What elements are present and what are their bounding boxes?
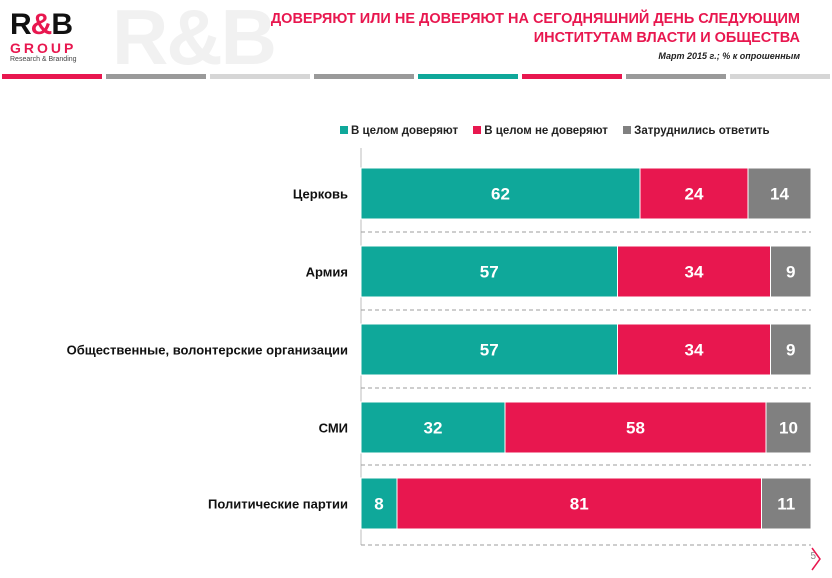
logo-group-text: GROUP [10,40,77,56]
bar-trust [360,477,398,530]
header-stripe [314,74,414,79]
header-stripe [626,74,726,79]
header-stripe [2,74,102,79]
data-label: 34 [685,263,704,282]
title-line-2: ИНСТИТУТАМ ВЛАСТИ И ОБЩЕСТВА [533,30,800,46]
bar-distrust [396,477,762,530]
category-label: Церковь [293,187,348,202]
logo-tagline: Research & Branding [10,56,77,63]
bar-undecided [765,401,812,454]
bar-distrust [617,245,771,298]
page-title: ДОВЕРЯЮТ ИЛИ НЕ ДОВЕРЯЮТ НА СЕГОДНЯШНИЙ … [200,10,800,48]
data-label: 34 [685,341,704,360]
data-label: 57 [480,263,499,282]
data-label: 9 [786,341,795,360]
data-label: 14 [770,185,789,204]
bar-trust [360,167,641,220]
data-label: 10 [779,419,798,438]
data-label: 8 [374,495,383,514]
data-label: 57 [480,341,499,360]
category-label: СМИ [319,421,348,436]
header-stripe [106,74,206,79]
bar-undecided [747,167,812,220]
bar-trust [360,245,618,298]
data-label: 11 [777,495,795,514]
data-label: 9 [786,263,795,282]
header-stripe [730,74,830,79]
legend-label-undecided: Затруднились ответить [634,125,770,137]
legend-swatch-trust [340,126,348,134]
data-label: 58 [626,419,645,438]
logo-watermark: R&B [112,0,277,81]
legend-swatch-undecided [623,126,632,134]
header-stripe [210,74,310,79]
header-stripe [418,74,518,79]
page-number: 5 [810,551,816,562]
bar-trust [360,401,506,454]
legend-label-distrust: В целом не доверяют [484,125,608,137]
header-color-stripes [2,74,830,79]
page-subtitle: Март 2015 г.; % к опрошенным [658,51,800,61]
data-label: 62 [491,185,510,204]
bar-distrust [639,167,749,220]
legend-item-trust: В целом доверяют [340,125,458,137]
title-line-1: ДОВЕРЯЮТ ИЛИ НЕ ДОВЕРЯЮТ НА СЕГОДНЯШНИЙ … [270,11,800,27]
category-label: Политические партии [208,497,348,512]
bar-undecided [770,245,812,298]
bar-undecided [761,477,812,530]
category-label: Армия [306,265,348,280]
category-label: Общественные, волонтерские организации [67,343,348,358]
legend-item-distrust: В целом не доверяют [473,125,608,137]
data-label: 24 [685,185,704,204]
data-label: 81 [570,495,589,514]
page-corner-icon [811,547,821,571]
logo-mark: R&B [10,8,73,41]
data-label: 32 [424,419,443,438]
rb-group-logo: R&B GROUP Research & Branding [10,10,110,70]
legend-swatch-distrust [473,126,482,134]
header-stripe [522,74,622,79]
legend-label-trust: В целом доверяют [351,125,459,137]
legend-item-undecided: Затруднились ответить [623,125,770,137]
chart-legend: В целом доверяют В целом не доверяют Зат… [340,125,782,137]
bar-distrust [504,401,767,454]
bar-distrust [617,323,771,376]
bar-undecided [770,323,812,376]
